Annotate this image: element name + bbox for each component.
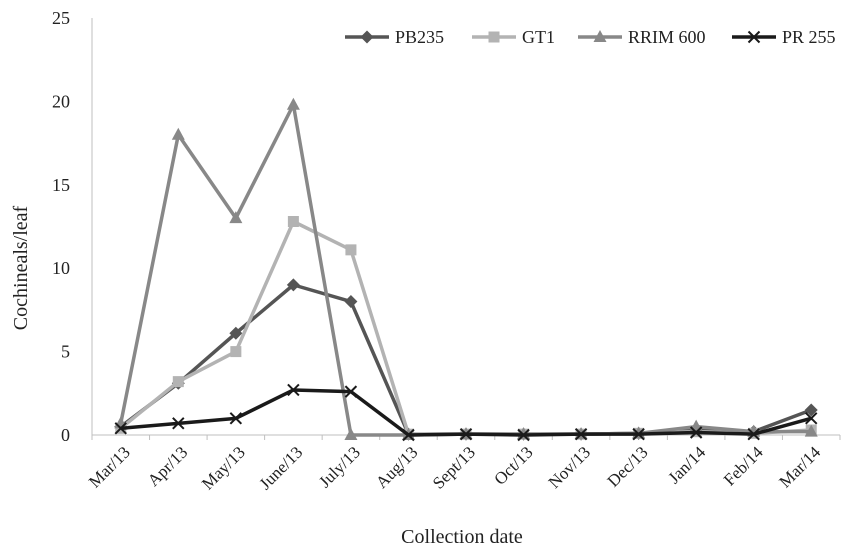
legend-label: PR 255 <box>782 27 836 47</box>
data-point <box>230 346 242 358</box>
data-point <box>172 376 184 388</box>
x-tick-label: Jan/14 <box>664 442 709 487</box>
x-tick-label: June/13 <box>256 443 307 494</box>
data-point <box>287 215 299 227</box>
legend-marker <box>360 30 374 44</box>
data-point <box>171 127 185 140</box>
series-gt1 <box>115 215 817 440</box>
axes <box>91 18 841 440</box>
legend-marker <box>488 31 500 43</box>
data-point <box>286 97 300 110</box>
x-tick-label: Apr/13 <box>144 443 191 490</box>
x-tick-label: Mar/13 <box>85 443 134 492</box>
legend-label: PB235 <box>395 27 444 47</box>
legend-item: PB235 <box>345 27 444 47</box>
data-point <box>286 278 300 292</box>
data-point <box>805 412 818 425</box>
x-tick-label: May/13 <box>198 443 249 494</box>
legend-marker <box>747 30 761 44</box>
y-tick-label: 10 <box>52 258 70 278</box>
data-point <box>402 428 415 442</box>
y-tick-label: 15 <box>52 175 70 195</box>
y-tick-label: 0 <box>61 425 70 445</box>
x-tick-label: Nov/13 <box>545 443 594 492</box>
data-point <box>747 427 760 441</box>
x-tick-label: Oct/13 <box>490 443 536 489</box>
x-tick-label: Mar/14 <box>775 442 824 491</box>
data-point <box>287 383 300 397</box>
data-point <box>517 428 530 442</box>
data-point <box>229 211 243 224</box>
x-tick-label: July/13 <box>315 443 364 492</box>
x-tick-label: Sept/13 <box>429 443 479 493</box>
x-axis-title: Collection date <box>401 526 523 548</box>
data-point <box>172 417 185 430</box>
y-tick-label: 5 <box>61 342 70 362</box>
data-point <box>345 244 357 256</box>
data-point <box>229 412 243 425</box>
y-tick-label: 25 <box>52 8 70 28</box>
legend-item: PR 255 <box>732 27 836 47</box>
x-tick-label: Dec/13 <box>604 443 652 491</box>
data-point <box>632 427 645 441</box>
data-point <box>229 326 243 340</box>
data-point <box>344 428 358 440</box>
series-line <box>119 219 812 436</box>
legend-label: RRIM 600 <box>628 27 706 47</box>
data-point <box>804 424 818 437</box>
series-rrim-600 <box>114 97 818 440</box>
y-axis-title: Cochineals/leaf <box>10 205 32 330</box>
legend-marker <box>593 30 607 42</box>
data-point <box>459 427 473 441</box>
legend-item: GT1 <box>472 27 555 47</box>
series-line <box>119 102 812 437</box>
y-tick-label: 20 <box>52 91 70 111</box>
legend: PB235 GT1 RRIM 600 PR 255 <box>345 27 836 47</box>
legend-item: RRIM 600 <box>578 27 706 47</box>
data-point <box>574 427 588 441</box>
data-point <box>344 295 358 309</box>
data-point <box>344 385 358 398</box>
data-point <box>114 422 127 435</box>
series-pr-255 <box>114 383 818 442</box>
series-layer <box>114 97 818 442</box>
x-tick-label: Feb/14 <box>720 442 767 489</box>
data-point <box>689 426 703 439</box>
data-point <box>804 403 818 417</box>
tick-labels: 0 5 10 15 20 25 Mar/13 Apr/13 May/13 June/13 July/… <box>52 8 825 493</box>
legend-label: GT1 <box>522 27 555 47</box>
x-tick-label: Aug/13 <box>372 443 421 492</box>
